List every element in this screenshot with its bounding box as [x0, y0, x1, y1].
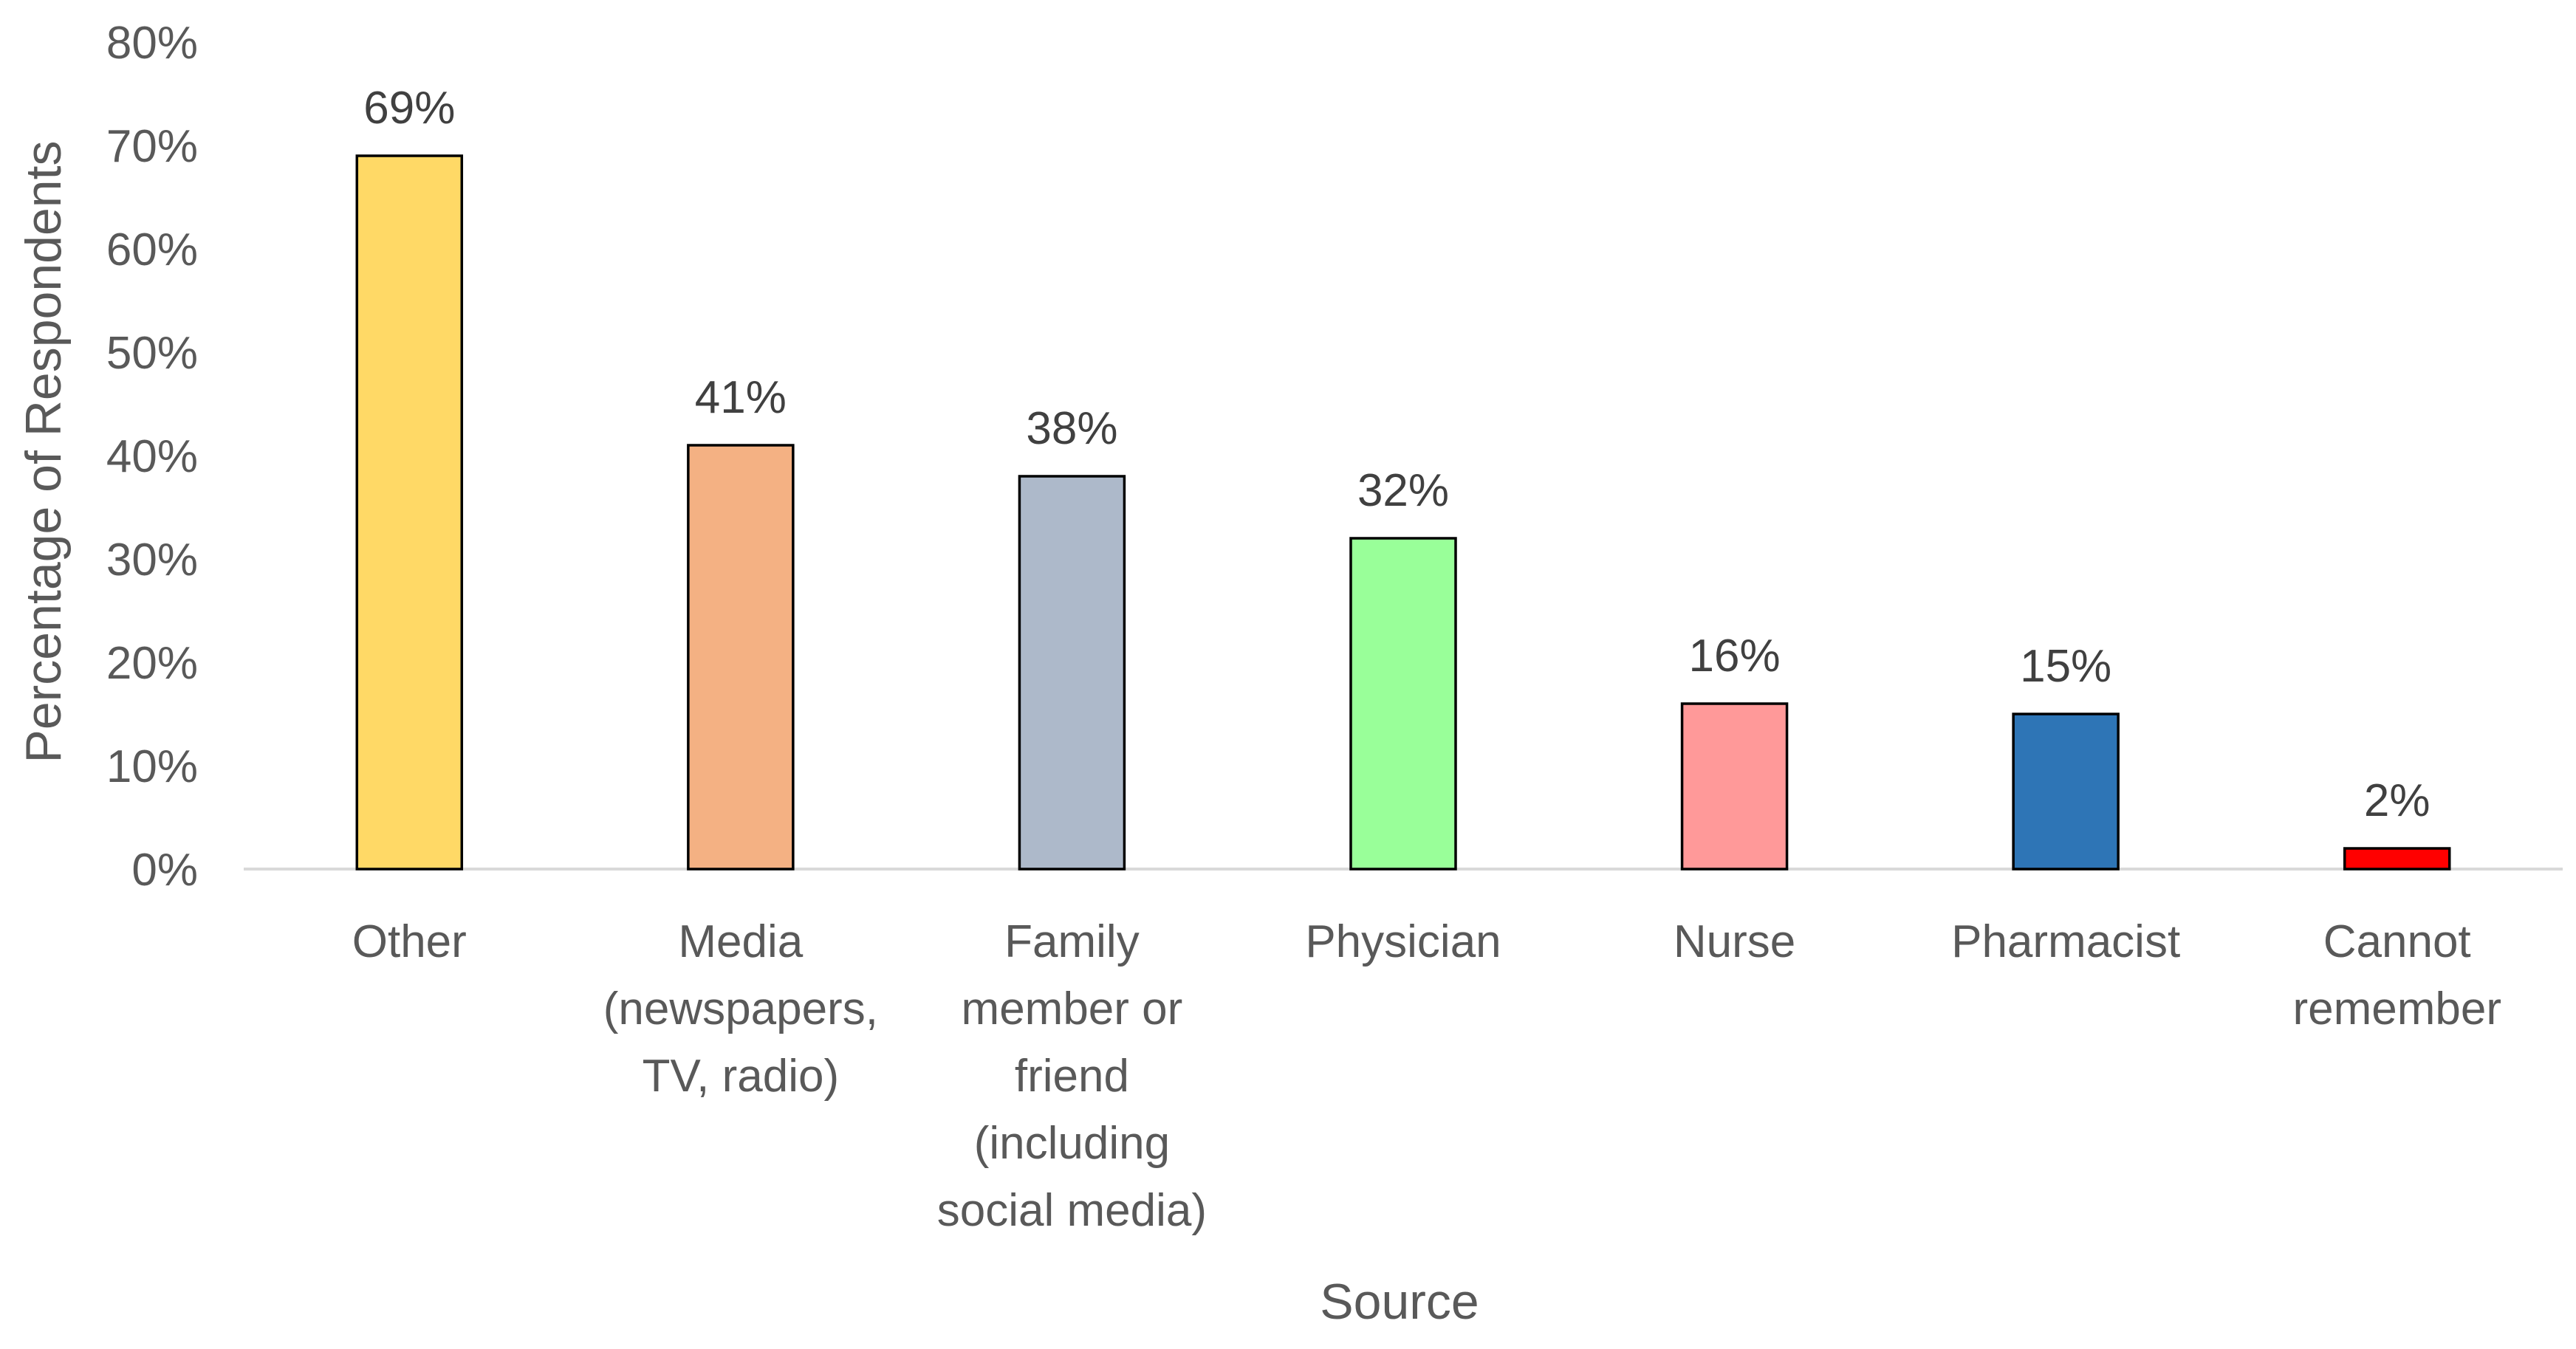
y-tick-label: 20%	[106, 638, 198, 689]
y-tick-label: 40%	[106, 431, 198, 482]
data-label: 32%	[1357, 465, 1449, 516]
x-tick-label: Family member or friend (including social me…	[937, 916, 1207, 1236]
y-tick-label: 60%	[106, 224, 198, 275]
y-tick-label: 80%	[106, 18, 198, 69]
y-tick-label: 30%	[106, 535, 198, 586]
x-tick-label: Nurse	[1674, 916, 1795, 967]
y-axis-title: Percentage of Respondents	[16, 140, 72, 763]
x-tick-label-line: Media	[678, 916, 803, 967]
x-tick-label-line: Other	[352, 916, 467, 967]
x-tick-label: Pharmacist	[1951, 916, 2180, 967]
bar	[2343, 847, 2451, 871]
bar	[1680, 702, 1789, 871]
x-tick-label-line: TV, radio)	[643, 1051, 840, 1102]
x-tick-label-line: (newspapers,	[603, 984, 878, 1034]
bar	[1018, 475, 1126, 871]
data-labels: 69% 41% 38% 32% 16% 15% 2%	[363, 83, 2430, 826]
bar	[687, 444, 795, 871]
x-tick-label: Cannot remember	[2292, 916, 2501, 1034]
x-tick-label-line: remember	[2292, 984, 2501, 1034]
x-tick-label-line: member or	[962, 984, 1183, 1034]
x-tick-label-line: (including	[974, 1118, 1170, 1169]
bar	[355, 154, 464, 871]
x-tick-label-line: friend	[1015, 1051, 1129, 1102]
y-tick-label: 70%	[106, 121, 198, 172]
data-label: 2%	[2364, 775, 2431, 826]
y-tick-label: 50%	[106, 328, 198, 379]
data-label: 41%	[695, 372, 787, 423]
y-tick-label: 10%	[106, 741, 198, 792]
x-tick-label: Physician	[1305, 916, 1501, 967]
data-label: 15%	[2020, 641, 2111, 692]
y-axis-ticks: 0% 10% 20% 30% 40% 50% 60% 70% 80%	[106, 18, 198, 896]
x-tick-label-line: Nurse	[1674, 916, 1795, 967]
x-tick-label: Other	[352, 916, 467, 967]
category-labels: Other Media (newspapers, TV, radio) Family me…	[352, 916, 2501, 1236]
y-tick-label: 0%	[131, 845, 198, 896]
data-label: 38%	[1026, 403, 1117, 454]
bar	[2012, 713, 2120, 871]
x-tick-label: Media (newspapers, TV, radio)	[603, 916, 878, 1102]
data-label: 69%	[363, 83, 455, 134]
x-axis-title: Source	[1320, 1274, 1479, 1330]
x-tick-label-line: social media)	[937, 1185, 1207, 1236]
x-tick-label-line: Physician	[1305, 916, 1501, 967]
data-label: 16%	[1689, 631, 1781, 682]
x-tick-label-line: Pharmacist	[1951, 916, 2180, 967]
x-tick-label-line: Cannot	[2323, 916, 2471, 967]
x-tick-label-line: Family	[1004, 916, 1140, 967]
bar	[1349, 537, 1457, 871]
bars	[355, 154, 2451, 871]
